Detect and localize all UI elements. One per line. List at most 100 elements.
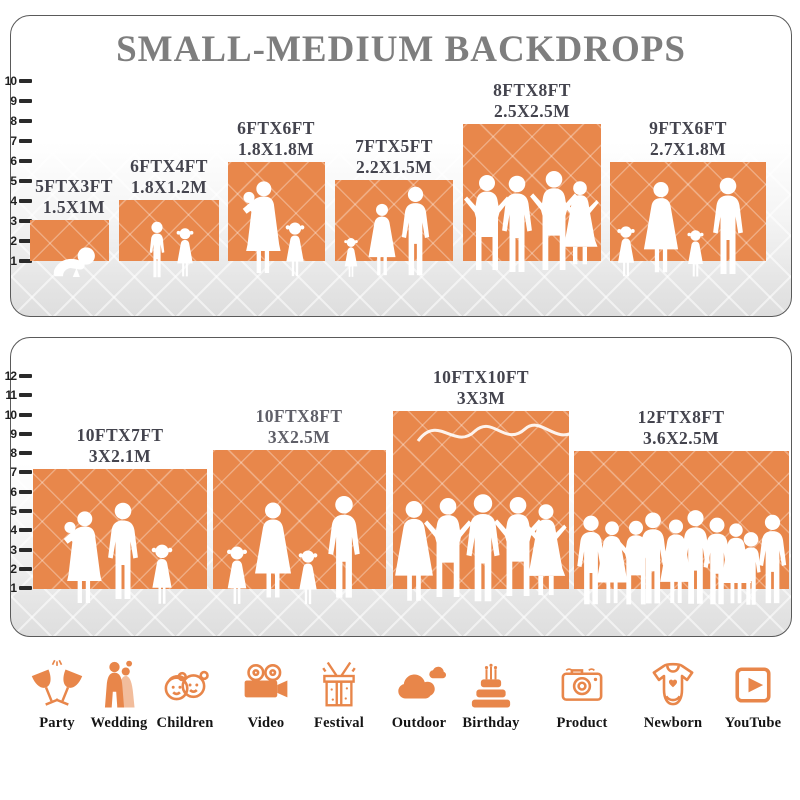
ruler-tick: 7 [0, 464, 32, 480]
category-wedding: Wedding [74, 658, 164, 732]
ruler-number: 9 [10, 94, 17, 108]
category-festival: Festival [294, 658, 384, 732]
backdrop-6x6 [228, 162, 325, 277]
backdrop-size-label: 10FTX8FT 3X2.5M [255, 406, 343, 447]
ruler-dash [19, 509, 32, 513]
festival-gift-icon [322, 661, 356, 707]
ruler-tick: 9 [0, 426, 32, 442]
outdoor-clouds-icon [398, 666, 446, 699]
wedding-couple-icon [104, 660, 135, 708]
ruler-tick: 5 [0, 173, 32, 189]
category-row: Party Wedding [0, 658, 800, 778]
ruler-tick: 1 [0, 580, 32, 596]
backdrop-10x7 [33, 469, 207, 604]
ruler-number: 9 [10, 427, 17, 441]
category-children: Children [140, 658, 230, 732]
ruler-number: 8 [10, 114, 17, 128]
backdrop-size-label: 12FTX8FT 3.6X2.5M [637, 407, 725, 448]
product-camera-icon [561, 668, 603, 701]
ruler-tick: 11 [0, 387, 32, 403]
silhouette-family-four [617, 177, 743, 277]
ruler-number: 12 [4, 369, 17, 383]
backdrop-size-label: 6FTX6FT 1.8X1.8M [237, 118, 315, 159]
category-label: Children [156, 715, 214, 731]
backdrop-12x8 [574, 451, 789, 605]
ruler-dash [19, 139, 32, 143]
ruler-tick: 8 [0, 445, 32, 461]
ruler-dash [19, 490, 32, 494]
silhouette-family-three [63, 502, 173, 604]
category-label: Product [556, 715, 608, 731]
category-party: Party [12, 658, 102, 732]
ruler-dash [19, 159, 32, 163]
ruler-dash [19, 393, 32, 397]
ruler-number: 5 [10, 174, 17, 188]
ruler-dash [19, 239, 32, 243]
ruler-dash [19, 451, 32, 455]
ruler-dash [19, 586, 32, 590]
backdrop-8x8 [463, 124, 601, 272]
ruler-tick: 3 [0, 213, 32, 229]
silhouette-mother-girl [242, 181, 305, 277]
children-faces-icon [164, 670, 209, 701]
ruler-dash [19, 548, 32, 552]
ruler-dash [19, 79, 32, 83]
ruler-number: 11 [5, 388, 17, 402]
ruler-number: 4 [10, 523, 17, 537]
ruler-tick: 12 [0, 368, 32, 384]
category-newborn: Newborn [628, 658, 718, 732]
ruler-dash [19, 374, 32, 378]
backdrop-9x6 [610, 162, 766, 277]
ruler-number: 2 [10, 234, 17, 248]
category-label: Newborn [643, 715, 703, 731]
ruler-number: 6 [10, 154, 17, 168]
ruler-tick: 10 [0, 407, 32, 423]
ruler-tick: 6 [0, 153, 32, 169]
backdrop-size-label: 9FTX6FT 2.7X1.8M [649, 118, 727, 159]
backdrop-6x4 [119, 200, 219, 278]
category-birthday: Birthday [446, 658, 536, 732]
ruler-tick: 6 [0, 484, 32, 500]
ruler-number: 10 [4, 74, 17, 88]
ruler-number: 10 [4, 408, 17, 422]
ruler-tick: 10 [0, 73, 32, 89]
ruler-dash [19, 99, 32, 103]
backdrop-10x8 [213, 450, 386, 605]
category-video: Video [221, 658, 311, 732]
ruler-dash [19, 199, 32, 203]
ruler-number: 8 [10, 446, 17, 460]
silhouette-family-three [344, 186, 430, 277]
backdrop-size-label: 10FTX7FT 3X2.1M [76, 425, 164, 466]
backdrop-7x5 [335, 180, 453, 277]
silhouette-crowd [577, 510, 787, 605]
ruler-number: 7 [10, 465, 17, 479]
backdrop-size-label: 10FTX10FT 3X3M [433, 367, 529, 408]
ruler-tick: 3 [0, 542, 32, 558]
ruler-dash [19, 219, 32, 223]
ruler-number: 2 [10, 562, 17, 576]
ruler-number: 1 [10, 581, 17, 595]
ruler-tick: 4 [0, 193, 32, 209]
backdrop-5x3 [30, 220, 109, 277]
ruler-number: 5 [10, 504, 17, 518]
ruler-dash [19, 179, 32, 183]
ruler-tick: 9 [0, 93, 32, 109]
ruler-tick: 2 [0, 233, 32, 249]
category-label: Wedding [90, 715, 148, 731]
ruler-number: 4 [10, 194, 17, 208]
ruler-number: 3 [10, 214, 17, 228]
ruler-tick: 1 [0, 253, 32, 269]
silhouette-four-adults [464, 171, 599, 272]
backdrop-size-label: 8FTX8FT 2.5X2.5M [493, 80, 571, 121]
category-outdoor: Outdoor [374, 658, 464, 732]
category-label: Outdoor [391, 715, 447, 731]
silhouette-baby [53, 247, 95, 277]
ruler-number: 6 [10, 485, 17, 499]
ruler-tick: 5 [0, 503, 32, 519]
backdrop-size-label: 7FTX5FT 2.2X1.5M [355, 136, 433, 177]
ruler-tick: 7 [0, 133, 32, 149]
newborn-onesie-icon [652, 662, 694, 706]
ruler-dash [19, 119, 32, 123]
birthday-cake-icon [471, 663, 511, 708]
